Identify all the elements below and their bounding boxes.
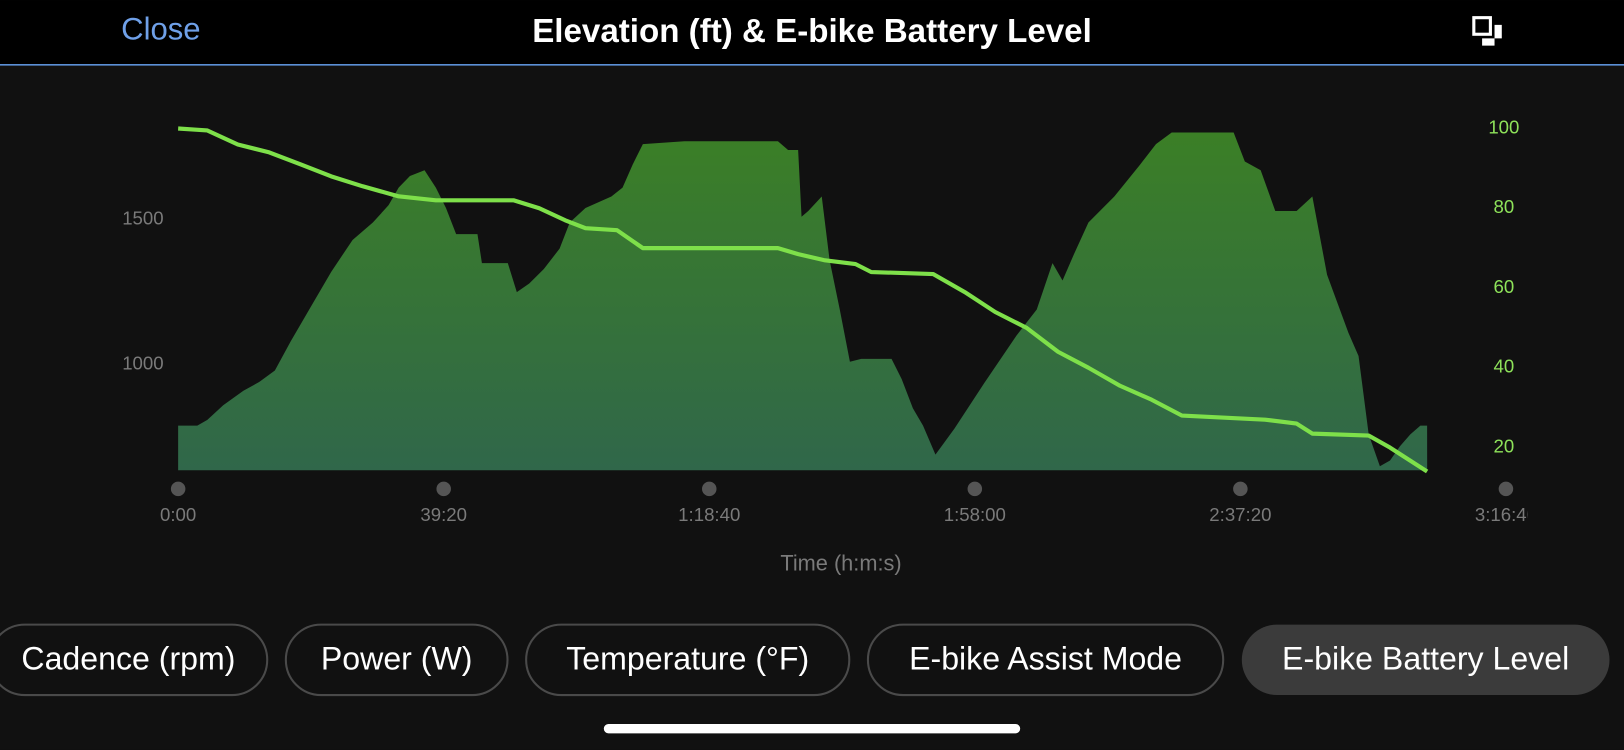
chart-title: Elevation (ft) & E-bike Battery Level: [532, 13, 1092, 50]
x-tick-label: 3:16:40: [1475, 504, 1537, 525]
x-tick-label: 1:58:00: [944, 504, 1006, 525]
home-indicator: [603, 724, 1021, 734]
tab-button[interactable]: [0, 623, 269, 697]
x-tick-mark: [702, 481, 717, 497]
plot: 0:00 39:20 1:18:40 1:58:00 2:37:20 3:16:40: [160, 126, 1537, 525]
y-tick-label: 1000: [122, 353, 163, 374]
elevation-area: [178, 132, 1428, 471]
x-tick-label: 1:18:40: [678, 504, 740, 525]
tab-bar: Cadence (rpm) Power (W) Temperature (°F) E-…: [0, 623, 1610, 697]
x-tick-label: 0:00: [160, 504, 196, 525]
tab-label[interactable]: E-bike Assist Mode: [909, 640, 1182, 676]
x-tick-label: 39:20: [420, 504, 467, 525]
tab-button[interactable]: [284, 623, 509, 697]
x-tick-mark: [170, 481, 186, 497]
y2-tick-label: 100: [1488, 116, 1519, 137]
y2-tick-label: 60: [1493, 276, 1514, 297]
fullscreen-icon[interactable]: [1472, 16, 1502, 46]
x-tick-mark: [1498, 481, 1514, 497]
x-tick-mark: [967, 481, 983, 497]
tab-label[interactable]: E-bike Battery Level: [1282, 640, 1569, 676]
y-tick-label: 1500: [122, 208, 163, 229]
x-tick-label: 2:37:20: [1209, 504, 1271, 525]
header-bar: [0, 0, 1624, 65]
tab-button[interactable]: [525, 623, 851, 697]
tab-button[interactable]: [1241, 624, 1610, 696]
x-tick-mark: [1233, 481, 1248, 497]
tab-label[interactable]: Power (W): [321, 640, 473, 676]
x-tick-mark: [436, 481, 451, 497]
y2-tick-label: 80: [1493, 196, 1514, 217]
tab-label[interactable]: Cadence (rpm): [21, 640, 235, 676]
tab-button[interactable]: [866, 623, 1225, 697]
icon-square: [1482, 24, 1502, 46]
tab-label[interactable]: Temperature (°F): [566, 640, 809, 676]
icon-square: [1472, 16, 1492, 36]
y2-tick-label: 20: [1493, 435, 1514, 456]
x-axis-label: Time (h:m:s): [780, 550, 901, 575]
battery-line: [178, 126, 1429, 474]
y2-tick-label: 40: [1493, 356, 1514, 377]
close-button[interactable]: Close: [121, 11, 200, 46]
